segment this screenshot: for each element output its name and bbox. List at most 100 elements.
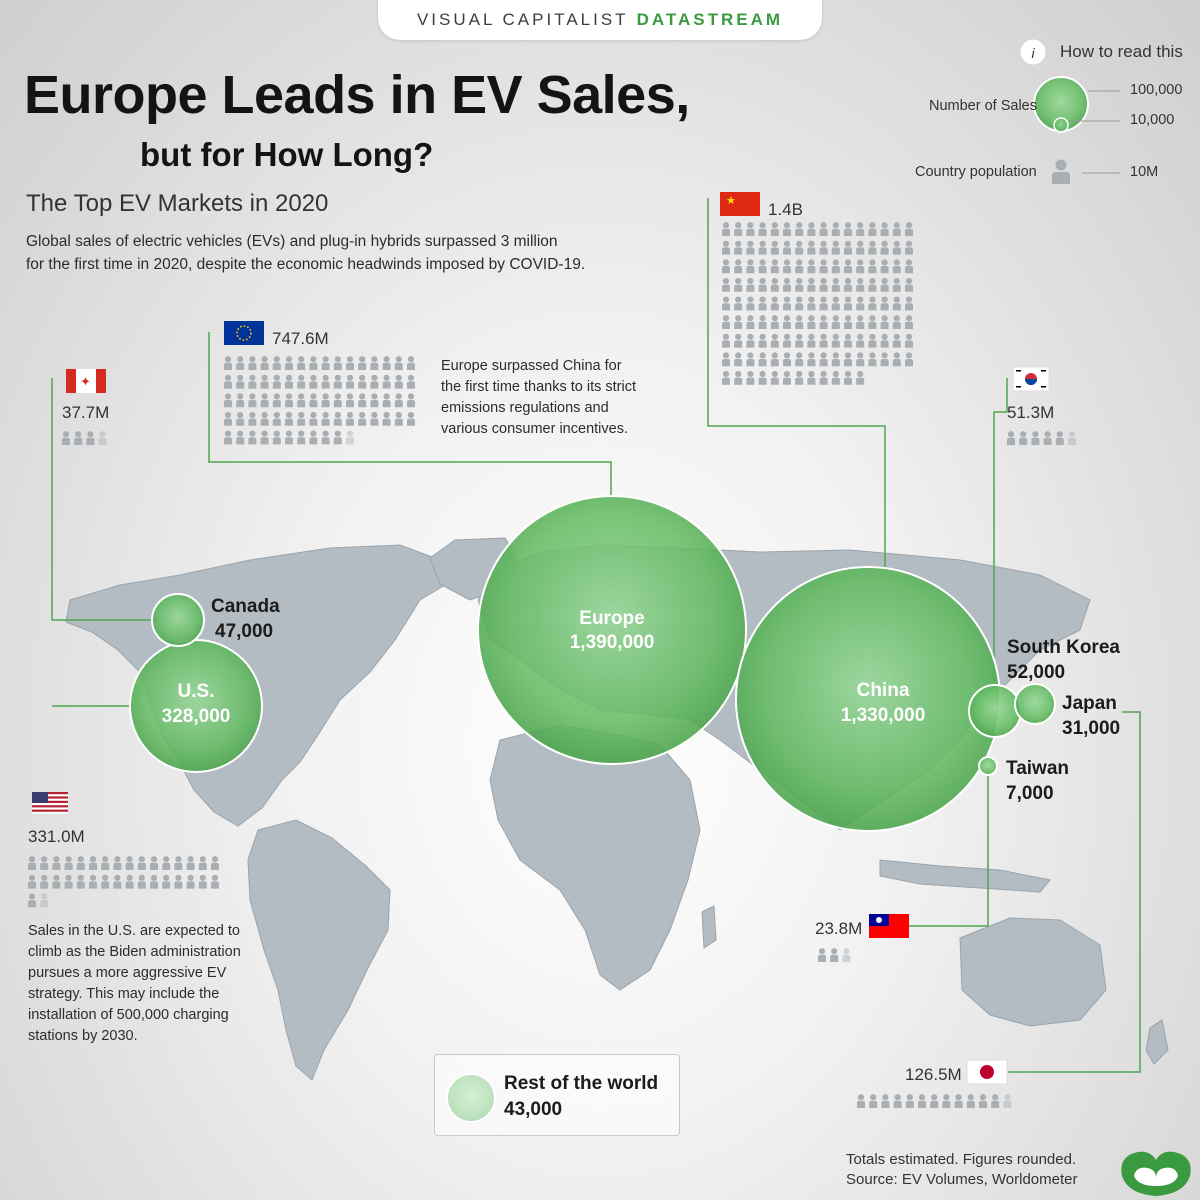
person-icon: [211, 874, 219, 889]
person-icon: [370, 356, 379, 370]
person-icon: [807, 277, 816, 292]
person-icon: [394, 411, 403, 426]
label-korea-value: 52,000: [1007, 662, 1065, 683]
label-taiwan-name: Taiwan: [1006, 758, 1069, 779]
person-icon: [297, 393, 306, 408]
person-icon: [892, 333, 901, 348]
leader-line-japan: [1008, 711, 1141, 1073]
population-europe: 747.6M: [272, 329, 329, 348]
person-icon: [868, 222, 877, 236]
person-icon: [868, 315, 877, 329]
map-new-zealand: [1145, 1019, 1169, 1065]
person-icon: [758, 333, 767, 348]
person-icon: [783, 222, 791, 236]
person-icon: [76, 874, 85, 889]
person-icon: [285, 393, 293, 408]
person-icon: [722, 333, 730, 348]
person-icon: [407, 374, 415, 389]
person-icon: [297, 430, 306, 445]
person-icon: [819, 240, 828, 255]
footer-source: Source: EV Volumes, Worldometer: [846, 1171, 1078, 1188]
person-icon: [734, 277, 743, 292]
person-icon: [795, 352, 804, 367]
brand-product: DATASTREAM: [636, 10, 784, 29]
person-icon: [224, 356, 232, 370]
person-icon: [758, 222, 767, 236]
person-icon: [942, 1094, 951, 1108]
person-icon: [880, 259, 889, 274]
svg-text:i: i: [1031, 45, 1035, 61]
person-icon: [125, 874, 134, 889]
person-icon: [807, 222, 816, 236]
label-us-name: U.S.: [178, 681, 215, 702]
person-icon: [868, 277, 877, 292]
legend-sales-label: Number of Sales: [929, 98, 1037, 114]
person-icon: [248, 393, 257, 408]
person-icon: [722, 277, 730, 292]
person-icon: [101, 874, 110, 889]
person-icon: [346, 374, 354, 389]
person-icon: [831, 277, 840, 292]
svg-text:✦: ✦: [80, 374, 91, 389]
person-icon: [831, 222, 840, 236]
person-icon: [272, 430, 281, 445]
intro-line-2: for the first time in 2020, despite the …: [26, 256, 586, 273]
person-icon: [101, 856, 110, 870]
leader-line-canada: [51, 378, 158, 621]
leader-line-china: [707, 198, 886, 570]
person-icon: [734, 259, 743, 274]
population-canada: 37.7M: [62, 403, 109, 422]
person-icon: [89, 856, 97, 870]
visual-capitalist-logo: [1121, 1151, 1191, 1196]
bubble-korea: [968, 684, 1022, 738]
person-icon: [722, 296, 730, 311]
map-madagascar: [701, 905, 717, 949]
flag-taiwan: [869, 914, 909, 938]
person-icon: [321, 430, 330, 445]
person-icon: [844, 296, 852, 311]
person-icon: [297, 356, 306, 370]
person-icon: [746, 370, 755, 385]
person-icon: [260, 356, 269, 370]
person-icon: [260, 374, 269, 389]
person-icon: [807, 333, 816, 348]
person-icon: [819, 222, 828, 236]
person-icon: [52, 874, 61, 889]
person-icon: [905, 259, 913, 274]
person-icon: [211, 856, 219, 870]
label-taiwan-value: 7,000: [1006, 783, 1054, 804]
person-icon: [358, 356, 367, 370]
person-icon: [358, 411, 367, 426]
person-icon: [868, 240, 877, 255]
person-icon: [819, 333, 828, 348]
person-icon: [807, 352, 816, 367]
person-icon: [722, 352, 730, 367]
label-japan-value: 31,000: [1062, 718, 1120, 739]
person-icon: [40, 856, 49, 870]
person-icon: [734, 296, 743, 311]
person-icon: [64, 856, 73, 870]
person-icon: [746, 315, 755, 329]
person-icon: [880, 222, 889, 236]
person-icon: [819, 315, 828, 329]
person-icon: [346, 393, 354, 408]
person-icon: [844, 352, 852, 367]
person-icon: [880, 352, 889, 367]
person-icon: [113, 856, 122, 870]
legend-bubble-small: [1053, 117, 1069, 133]
person-icon: [783, 315, 791, 329]
person-icon: [880, 315, 889, 329]
person-icon: [819, 352, 828, 367]
person-icon: [783, 259, 791, 274]
person-icon: [856, 259, 865, 274]
person-icon: [248, 411, 257, 426]
person-icon: [137, 856, 146, 870]
person-icon: [880, 296, 889, 311]
person-icon: [125, 856, 134, 870]
europe-note-line: various consumer incentives.: [441, 421, 628, 437]
person-icon: [770, 333, 779, 348]
person-icon: [856, 315, 865, 329]
person-icon: [918, 1094, 926, 1108]
intro-text: Global sales of electric vehicles (EVs) …: [26, 230, 586, 276]
leader-line-europe: [208, 332, 612, 497]
